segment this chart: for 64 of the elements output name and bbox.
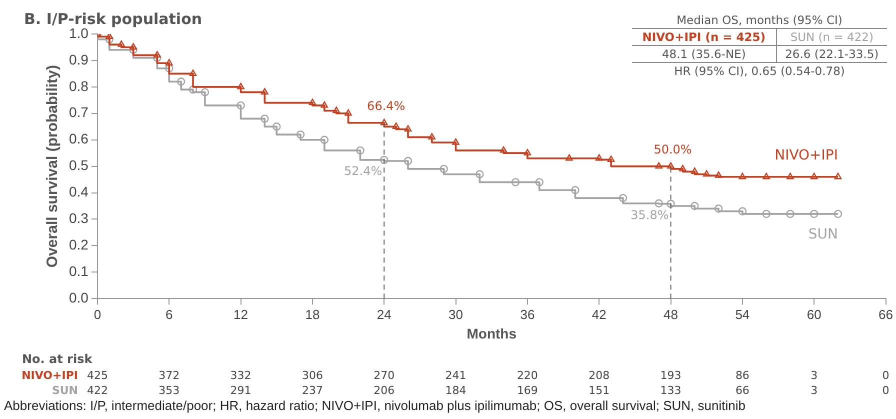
text: 3 (810, 369, 818, 382)
x-tick-label: 60 (806, 306, 822, 322)
y-tick-label: 0.3 (68, 210, 89, 226)
text: 241 (445, 369, 466, 382)
data-label: 66.4% (367, 99, 406, 114)
series-label: NIVO+IPI (774, 148, 838, 164)
text: 0 (882, 384, 890, 397)
text: 237 (302, 384, 323, 397)
x-tick-label: 36 (520, 306, 535, 322)
text: 3 (810, 384, 818, 397)
text: 169 (516, 384, 538, 397)
x-tick-label: 12 (234, 306, 248, 322)
text: 0 (882, 369, 890, 382)
x-tick-label: 48 (664, 306, 678, 322)
text: 208 (588, 369, 610, 382)
text: Median OS, months (95% CI) (632, 12, 887, 28)
data-label: 50.0% (654, 142, 692, 156)
annotation: 48.1 (35.6-NE) (632, 46, 776, 62)
annotation: HR (95% CI), 0.65 (0.54-0.78) (673, 63, 846, 79)
x-tick-label: 6 (166, 306, 173, 322)
text: 422 (86, 384, 108, 397)
text: 151 (588, 384, 610, 397)
text: 220 (516, 369, 538, 382)
x-tick-label: 66 (878, 306, 894, 322)
annotation: 26.6 (22.1-33.5) (776, 46, 887, 62)
text: No. at risk (22, 352, 92, 366)
x-tick-label: 18 (305, 306, 320, 322)
y-tick-label: 0.8 (68, 78, 89, 94)
text: 306 (302, 369, 323, 382)
text: 425 (86, 369, 108, 382)
text: SUN (52, 384, 78, 397)
y-tick-label: 0.5 (68, 157, 89, 174)
x-tick-label: 42 (592, 306, 606, 322)
y-tick-label: 0.1 (68, 263, 89, 279)
series-label: SUN (808, 226, 838, 243)
text: 291 (230, 384, 252, 397)
y-tick-label: 0.4 (68, 184, 89, 200)
x-tick-label: 30 (448, 306, 464, 322)
y-tick-label: 0.2 (68, 236, 89, 253)
x-axis-title: Months (466, 325, 517, 342)
data-label: 35.8% (630, 208, 669, 222)
text: 193 (660, 369, 682, 382)
text: 133 (660, 384, 682, 397)
text: 86 (735, 369, 750, 382)
annotation: NIVO+IPI (n = 425) (632, 28, 776, 46)
x-tick-label: 0 (94, 306, 102, 322)
text: 270 (374, 369, 395, 382)
text: 184 (445, 384, 466, 397)
y-tick-label: 0.9 (68, 51, 89, 68)
text: 206 (374, 384, 395, 397)
annotation: SUN (n = 422) (776, 28, 887, 46)
text: NIVO+IPI (22, 369, 78, 382)
data-label: 52.4% (344, 164, 382, 178)
text: 372 (158, 369, 180, 382)
text: 332 (230, 369, 252, 382)
x-tick-label: 54 (735, 306, 750, 322)
y-axis-title: Overall survival (probability) (44, 65, 62, 268)
y-tick-label: 0.0 (68, 289, 89, 306)
x-tick-label: 24 (376, 306, 392, 322)
text: 66 (735, 384, 750, 397)
text: Abbreviations: I/P, intermediate/poor; HR, hazard ratio; NIVO+IPI, nivolumab plus ipilimumab; OS, overall survival; SUN, sunitinib (4, 398, 746, 413)
text: 353 (158, 384, 180, 397)
y-tick-label: 0.7 (68, 104, 89, 120)
y-tick-label: 0.6 (68, 130, 89, 147)
